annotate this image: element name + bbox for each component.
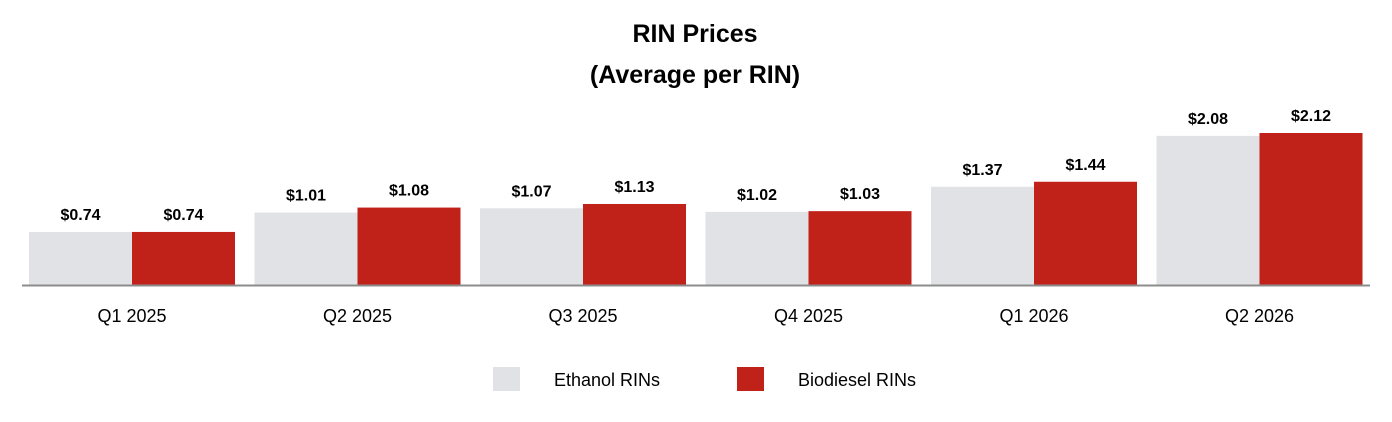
legend-label-ethanol: Ethanol RINs [554, 370, 660, 390]
bar-ethanol-q2-2025 [254, 212, 358, 285]
bars-group [29, 133, 1363, 285]
bar-ethanol-q3-2025 [480, 208, 583, 285]
data-label-biodiesel-q1-2026: $1.44 [1065, 157, 1105, 174]
data-label-ethanol-q2-2025: $1.01 [286, 188, 326, 205]
bar-biodiesel-q1-2026 [1034, 181, 1137, 285]
bar-biodiesel-q4-2025 [808, 211, 912, 285]
legend-swatch-biodiesel [737, 367, 764, 391]
data-label-ethanol-q1-2025: $0.74 [60, 207, 100, 224]
data-labels-group: $0.74 $0.74 $1.01 $1.08 $1.07 $1.13 $1.02 $1.03… [60, 108, 1331, 224]
data-label-biodiesel-q1-2025: $0.74 [163, 207, 203, 224]
data-label-ethanol-q3-2025: $1.07 [511, 183, 551, 200]
x-tick-label: Q2 2026 [1225, 306, 1294, 326]
data-label-biodiesel-q2-2025: $1.08 [389, 183, 429, 200]
bar-biodiesel-q2-2026 [1259, 133, 1363, 285]
legend-swatch-ethanol [493, 367, 520, 391]
bar-biodiesel-q3-2025 [583, 203, 686, 285]
legend-label-biodiesel: Biodiesel RINs [798, 370, 916, 390]
legend: Ethanol RINs Biodiesel RINs [493, 367, 916, 391]
bar-biodiesel-q2-2025 [357, 207, 461, 285]
data-label-ethanol-q4-2025: $1.02 [737, 187, 777, 204]
bar-ethanol-q1-2025 [29, 231, 132, 285]
x-tick-label: Q1 2026 [999, 306, 1068, 326]
chart-title: RIN Prices [632, 20, 757, 48]
bar-ethanol-q1-2026 [931, 186, 1034, 285]
bar-ethanol-q4-2025 [705, 211, 809, 285]
bar-ethanol-q2-2026 [1156, 135, 1260, 285]
x-tick-label: Q2 2025 [323, 306, 392, 326]
data-label-biodiesel-q4-2025: $1.03 [840, 186, 880, 203]
x-tick-label: Q1 2025 [97, 306, 166, 326]
x-tick-label: Q3 2025 [548, 306, 617, 326]
bar-biodiesel-q1-2025 [132, 231, 235, 285]
data-label-biodiesel-q2-2026: $2.12 [1291, 108, 1331, 125]
data-label-ethanol-q1-2026: $1.37 [962, 162, 1002, 179]
x-tick-labels: Q1 2025 Q2 2025 Q3 2025 Q4 2025 Q1 2026 Q2 20… [97, 306, 1294, 326]
data-label-biodiesel-q3-2025: $1.13 [614, 179, 654, 196]
data-label-ethanol-q2-2026: $2.08 [1188, 111, 1228, 128]
x-tick-label: Q4 2025 [774, 306, 843, 326]
chart-subtitle: (Average per RIN) [590, 61, 800, 89]
